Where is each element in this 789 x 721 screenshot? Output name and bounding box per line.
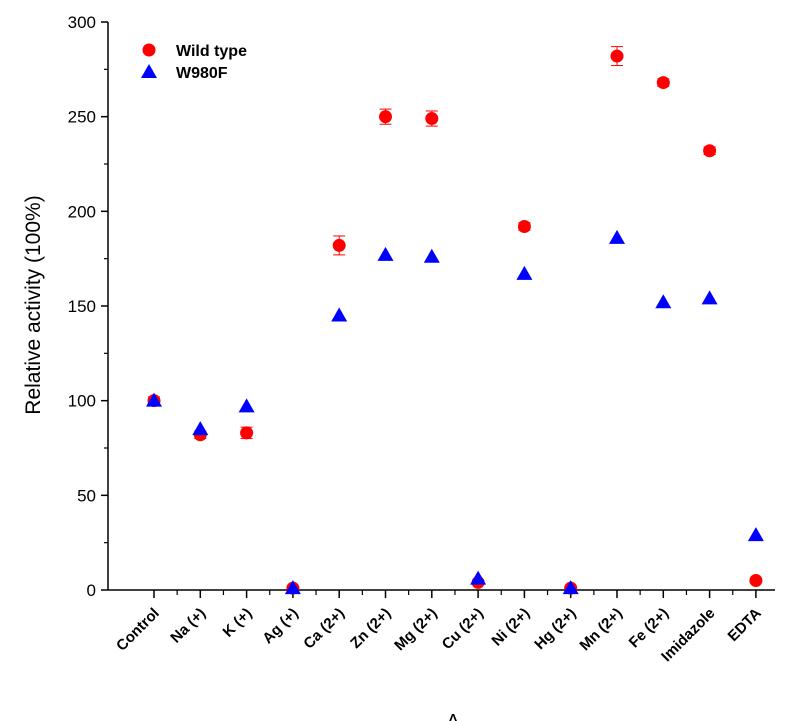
x-tick-label: Zn (2+) xyxy=(347,605,394,652)
y-tick-label: 250 xyxy=(68,108,96,127)
w980f-point xyxy=(377,246,394,261)
w980f-point xyxy=(747,527,764,542)
x-tick-label: Fe (2+) xyxy=(626,605,673,652)
w980f-point xyxy=(470,570,487,585)
w980f-point xyxy=(655,294,672,309)
y-tick-label: 300 xyxy=(68,13,96,32)
w980f-point xyxy=(146,392,162,407)
w980f-point xyxy=(238,398,255,413)
w980f-point xyxy=(701,290,718,305)
data-points xyxy=(146,49,764,595)
x-tick-label: Hg (2+) xyxy=(531,605,579,653)
y-tick-label: 0 xyxy=(87,581,96,600)
y-tick-label: 200 xyxy=(68,202,96,221)
y-axis-ticks: 0 50 100 150 200 250 300 xyxy=(68,13,108,600)
legend-circle-marker xyxy=(142,43,156,57)
x-tick-label: Mn (2+) xyxy=(576,605,625,654)
w980f-point xyxy=(423,248,440,263)
w980f-point xyxy=(609,229,625,244)
wild-type-point xyxy=(610,49,624,63)
wild-type-point xyxy=(703,144,717,158)
legend-label: W980F xyxy=(176,65,228,82)
wild-type-point xyxy=(517,219,531,233)
y-axis-label: Relative activity (100%) xyxy=(22,195,45,414)
x-tick-label: Mg (2+) xyxy=(391,605,440,654)
y-tick-label: 150 xyxy=(68,297,96,316)
w980f-point xyxy=(284,580,301,595)
wild-type-point xyxy=(379,110,392,124)
x-tick-label: EDTA xyxy=(725,605,765,645)
y-tick-label: 100 xyxy=(68,392,96,411)
w980f-point xyxy=(331,307,348,322)
x-tick-label: Ni (2+) xyxy=(488,605,533,650)
w980f-point xyxy=(562,580,579,595)
x-tick-label: Ag (+) xyxy=(259,605,301,647)
x-axis-label: A xyxy=(446,711,460,721)
wild-type-point xyxy=(656,76,670,90)
wild-type-point xyxy=(332,238,346,252)
w980f-point xyxy=(192,421,209,436)
error-bars xyxy=(148,46,762,585)
x-axis-ticks: Control Na (+) K (+) Ag (+)Ca (2+) Zn (2+)Mg… xyxy=(113,590,765,665)
w980f-point xyxy=(516,265,533,280)
y-tick-label: 50 xyxy=(77,486,96,505)
legend-label: Wild type xyxy=(176,43,247,60)
legend: Wild type W980F xyxy=(141,43,247,82)
x-tick-label: Na (+) xyxy=(167,605,209,647)
legend-triangle-marker xyxy=(141,64,157,78)
x-tick-label: Control xyxy=(113,605,163,655)
x-tick-label: K (+) xyxy=(220,605,256,641)
axes xyxy=(107,22,775,591)
x-tick-label: Cu (2+) xyxy=(439,605,487,653)
x-tick-label: Ca (2+) xyxy=(300,605,348,653)
wild-type-point xyxy=(425,112,439,126)
wild-type-point xyxy=(749,574,763,588)
wild-type-point xyxy=(240,426,254,440)
